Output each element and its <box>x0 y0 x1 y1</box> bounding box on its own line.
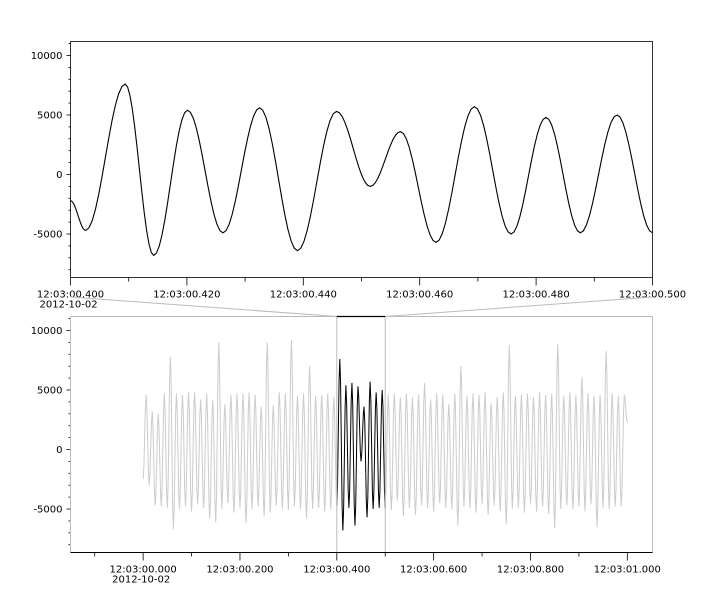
date-label: 2012-10-02 <box>112 575 170 586</box>
y-tick-label: 10000 <box>31 51 63 62</box>
overview-waveform-after <box>384 343 628 529</box>
top-zoom-panel: -5000 0 5000 10000 12:03:00.400 12:03:00.420 1… <box>31 41 686 311</box>
x-tick-label: 12:03:00.420 <box>153 290 220 301</box>
x-tick-label: 12:03:00.600 <box>400 565 467 576</box>
zoom-connectors <box>70 296 653 317</box>
plot-frame <box>70 41 653 278</box>
connector-right <box>385 296 653 317</box>
y-tick-label: -5000 <box>33 505 62 516</box>
x-tick-label: 12:03:00.480 <box>503 290 570 301</box>
x-tick-label: 12:03:00.800 <box>497 565 564 576</box>
x-tick-label: 12:03:00.460 <box>386 290 453 301</box>
overview-waveform-highlight <box>336 359 386 531</box>
x-tick-label: 12:03:00.000 <box>110 565 177 576</box>
bottom-overview-panel: -5000 0 5000 10000 12:03:00.000 12:03:00.200 1… <box>31 315 661 586</box>
y-tick-label: 10000 <box>31 326 63 337</box>
y-tick-label: 5000 <box>37 110 62 121</box>
x-tick-label: 12:03:00.400 <box>37 290 104 301</box>
x-tick-label: 12:03:00.400 <box>303 565 370 576</box>
x-tick-label: 12:03:00.200 <box>206 565 273 576</box>
y-tick-label: 5000 <box>37 385 62 396</box>
y-tick-label: -5000 <box>33 230 62 241</box>
y-tick-label: 0 <box>56 445 62 456</box>
date-label: 2012-10-02 <box>40 300 98 311</box>
connector-left <box>70 296 337 317</box>
x-tick-label: 12:03:00.440 <box>270 290 337 301</box>
waveform-line <box>70 83 653 257</box>
x-tick-label: 12:03:00.500 <box>619 290 686 301</box>
overview-waveform-before <box>142 340 338 530</box>
y-tick-label: 0 <box>56 170 62 181</box>
x-tick-label: 12:03:01.000 <box>594 565 661 576</box>
